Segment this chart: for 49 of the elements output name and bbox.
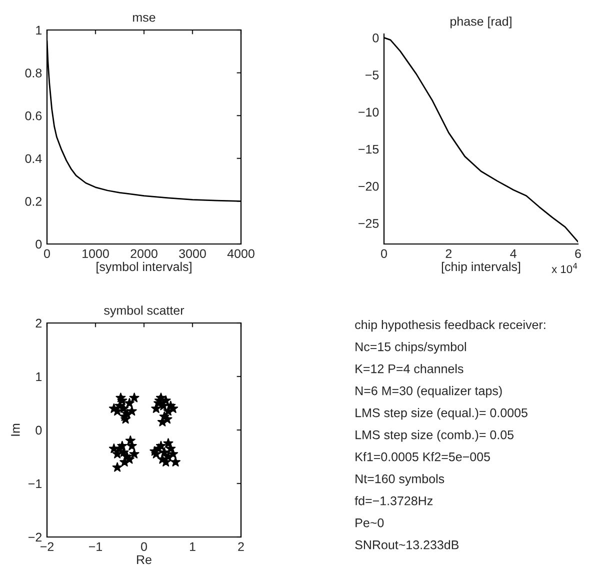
y-tick-label: 0 (36, 426, 42, 435)
text: Nc=15 chips/symbol (356, 342, 466, 354)
y-tick-label: −25 (358, 219, 379, 228)
x-tick-label: 2000 (130, 249, 158, 258)
text: K=12 P=4 channels (356, 364, 464, 374)
x-tick-label: 2 (238, 542, 244, 551)
x-tick-label: 0 (381, 249, 387, 258)
y-tick-label: 0.6 (25, 111, 42, 120)
x-tick-label: 0 (141, 542, 147, 552)
y-tick-label: 0 (372, 34, 379, 42)
text: SNRout~13.233dB (355, 540, 459, 550)
y-tick-label: −15 (358, 144, 379, 154)
x-tick-label: 1000 (82, 249, 109, 258)
text: Kf1=0.0005 Kf2=5e−005 (356, 452, 490, 462)
y-tick-label: 0 (36, 240, 42, 249)
y-tick-label: −5 (366, 70, 379, 80)
y-tick-label: −20 (358, 182, 379, 191)
text: x 10$^{4}$ (552, 263, 578, 274)
text: N=6 M=30 (equalizer taps) (356, 386, 502, 398)
text: chip hypothesis feedback receiver: (355, 320, 546, 332)
chart-title: phase [rad] (450, 16, 512, 28)
x-tick-label: 2 (446, 249, 452, 258)
y-tick-label: 0.8 (25, 68, 42, 78)
x-tick-label: 4 (510, 249, 516, 258)
text: LMS step size (comb.)= 0.05 (356, 430, 514, 442)
chart-title: mse (133, 14, 156, 22)
text: Nt=160 symbols (356, 474, 444, 486)
y-tick-label: 1 (36, 26, 42, 35)
x-tick-label: 6 (575, 249, 581, 258)
x-tick-label: −1 (88, 542, 102, 551)
x-tick-label: 4000 (227, 249, 254, 258)
x-axis-title: [symbol intervals] (96, 262, 192, 274)
y-tick-label: −2 (28, 532, 42, 542)
y-axis-title: Im (11, 424, 20, 436)
y-tick-label: 1 (36, 372, 42, 382)
y-tick-label: −1 (28, 479, 42, 488)
x-axis-title: [chip intervals] (442, 262, 520, 274)
x-tick-label: 0 (44, 249, 50, 258)
y-tick-label: 0.2 (25, 197, 42, 206)
text: Pe~0 (356, 518, 384, 528)
y-tick-label: 2 (36, 318, 42, 328)
y-tick-label: −10 (358, 108, 379, 117)
x-tick-label: 1 (190, 542, 196, 551)
y-tick-label: 0.4 (25, 154, 42, 164)
text: fd=−1.3728Hz (354, 496, 433, 506)
x-axis-title: Re (137, 555, 152, 564)
chart-title: symbol scatter (104, 306, 184, 318)
x-tick-label: 3000 (179, 249, 206, 258)
text: LMS step size (equal.)= 0.0005 (356, 408, 528, 420)
